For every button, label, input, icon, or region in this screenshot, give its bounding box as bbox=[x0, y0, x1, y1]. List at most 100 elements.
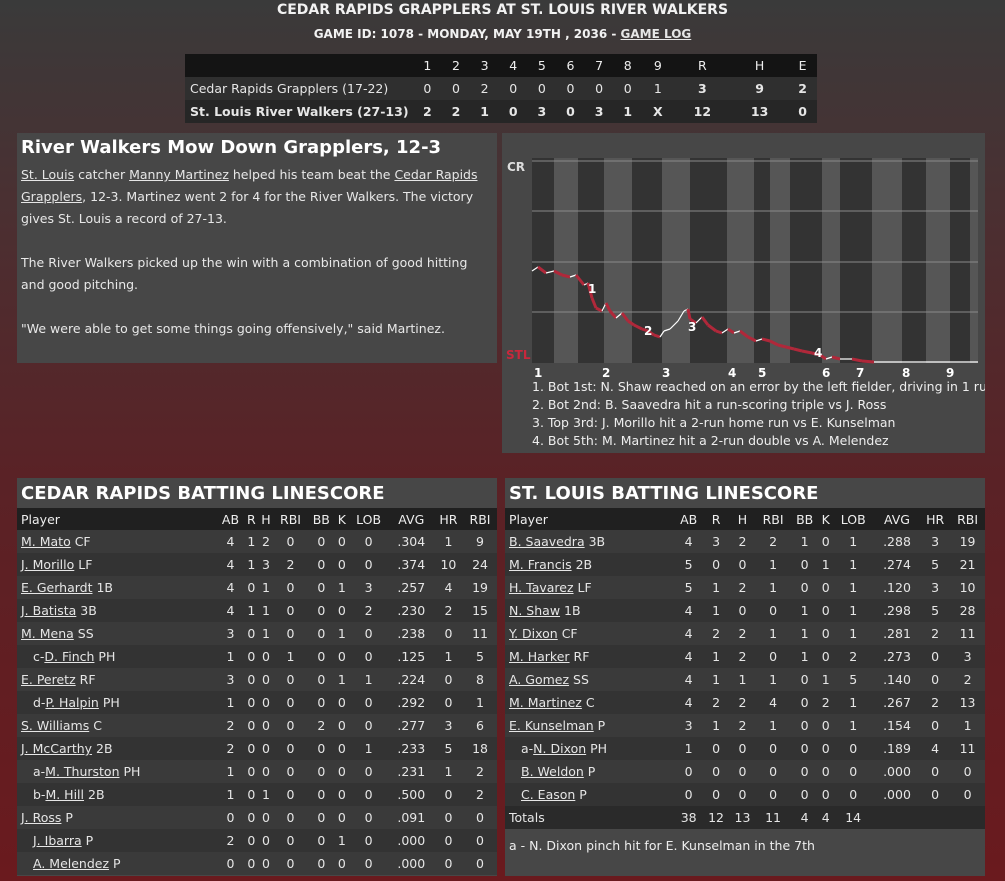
batting-col-player: Player bbox=[505, 508, 675, 530]
player-position: PH bbox=[98, 695, 120, 710]
win-prob-segment bbox=[531, 266, 539, 272]
chart-note: 1. Bot 1st: N. Shaw reached on an error … bbox=[532, 379, 985, 394]
table-row: H. Tavarez LF 5 1 2 1 0 0 1.120 3 10 bbox=[505, 576, 985, 599]
table-row: a-M. Thurston PH 1 0 0 0 0 0 0.231 1 2 bbox=[17, 760, 497, 783]
player-link[interactable]: M. Thurston bbox=[45, 764, 120, 779]
stat-cell: 1 bbox=[790, 645, 819, 668]
player-link[interactable]: P. Halpin bbox=[45, 695, 99, 710]
player-link[interactable]: J. Batista bbox=[21, 603, 77, 618]
stat-cell: 0 bbox=[258, 668, 274, 691]
player-link[interactable]: N. Shaw bbox=[509, 603, 561, 618]
player-link[interactable]: J. McCarthy bbox=[21, 741, 93, 756]
player-link[interactable]: E. Kunselman bbox=[509, 718, 594, 733]
stat-cell: 2 bbox=[818, 691, 833, 714]
player-link[interactable]: M. Harker bbox=[509, 649, 570, 664]
stat-cell: 4 bbox=[674, 691, 703, 714]
half-inning-band bbox=[950, 158, 970, 363]
chart-note: 3. Top 3rd: J. Morillo hit a 2-run home … bbox=[532, 415, 896, 430]
player-link[interactable]: C. Eason bbox=[521, 787, 576, 802]
player-link[interactable]: Y. Dixon bbox=[509, 626, 558, 641]
totals-label: Totals bbox=[505, 806, 675, 829]
stat-cell: 3 bbox=[433, 714, 464, 737]
player-link[interactable]: J. Ross bbox=[21, 810, 62, 825]
stat-cell: 0 bbox=[920, 645, 951, 668]
player-link[interactable]: M. Mato bbox=[21, 534, 71, 549]
win-prob-segment bbox=[569, 274, 577, 278]
stat-cell: 0 bbox=[433, 691, 464, 714]
cedar-rapids-batting-table: Player AB R H RBI BB K LOB AVG HR RBI M. Mato CF 4 1… bbox=[17, 508, 497, 875]
player-link[interactable]: D. Finch bbox=[44, 649, 95, 664]
stat-cell: 1 bbox=[258, 599, 274, 622]
win-prob-segment bbox=[686, 308, 692, 320]
player-position: 1B bbox=[92, 580, 113, 595]
player-link[interactable]: A. Melendez bbox=[33, 856, 110, 871]
team-link-st-louis[interactable]: St. Louis bbox=[21, 167, 75, 182]
batting-col-rbi: RBI bbox=[273, 508, 308, 530]
stat-cell: 2 bbox=[216, 829, 245, 852]
table-row: Y. Dixon CF 4 2 2 1 1 0 1.281 2 11 bbox=[505, 622, 985, 645]
stat-cell: 1 bbox=[244, 530, 259, 553]
win-prob-segment bbox=[715, 329, 723, 335]
stat-cell: 0 bbox=[216, 852, 245, 875]
player-link[interactable]: J. Ibarra bbox=[33, 833, 82, 848]
win-prob-segment bbox=[561, 273, 571, 279]
stat-cell: 2 bbox=[729, 714, 756, 737]
half-inning-band bbox=[690, 158, 727, 363]
stat-cell: .292 bbox=[388, 691, 434, 714]
stat-cell: 1 bbox=[832, 691, 874, 714]
stat-cell: 1 bbox=[335, 829, 349, 852]
win-prob-segment bbox=[861, 359, 875, 364]
player-link[interactable]: B. Weldon bbox=[521, 764, 584, 779]
player-link[interactable]: B. Saavedra bbox=[509, 534, 585, 549]
stat-cell: 5 bbox=[463, 645, 497, 668]
stat-cell: 6 bbox=[463, 714, 497, 737]
stat-cell: 0 bbox=[433, 852, 464, 875]
stat-cell: 1 bbox=[832, 622, 874, 645]
player-link[interactable]: M. Francis bbox=[509, 557, 572, 572]
chart-note: 4. Bot 5th: M. Martinez hit a 2-run doub… bbox=[532, 433, 889, 448]
stat-cell: 0 bbox=[348, 783, 389, 806]
player-link[interactable]: A. Gomez bbox=[509, 672, 570, 687]
player-link[interactable]: J. Morillo bbox=[21, 557, 75, 572]
batting-col-hr: HR bbox=[920, 508, 951, 530]
stat-cell: .224 bbox=[388, 668, 434, 691]
stat-cell: 0 bbox=[433, 829, 464, 852]
stat-cell: .189 bbox=[873, 737, 921, 760]
player-link[interactable]: M. Hill bbox=[45, 787, 85, 802]
linescore-col-2: 2 bbox=[451, 58, 460, 73]
player-link[interactable]: M. Mena bbox=[21, 626, 74, 641]
player-link-manny-martinez[interactable]: Manny Martinez bbox=[129, 167, 229, 182]
stat-cell: 1 bbox=[755, 622, 791, 645]
stat-cell: 0 bbox=[244, 829, 259, 852]
player-link[interactable]: E. Gerhardt bbox=[21, 580, 93, 595]
player-position: RF bbox=[569, 649, 590, 664]
player-position: CF bbox=[70, 534, 91, 549]
stat-cell: 0 bbox=[335, 806, 349, 829]
stat-cell: 0 bbox=[307, 760, 336, 783]
st-louis-batting-panel: ST. LOUIS BATTING LINESCORE Player AB R H RB… bbox=[505, 478, 985, 876]
stat-cell: 0 bbox=[307, 622, 336, 645]
player-link[interactable]: H. Tavarez bbox=[509, 580, 574, 595]
chart-marker-1: 1 bbox=[588, 282, 596, 296]
player-link[interactable]: E. Peretz bbox=[21, 672, 76, 687]
inning-score: 0 bbox=[537, 81, 546, 96]
player-link[interactable]: S. Williams bbox=[21, 718, 90, 733]
stat-cell: 0 bbox=[335, 714, 349, 737]
game-log-link[interactable]: GAME LOG bbox=[620, 27, 692, 41]
player-position: 2B bbox=[571, 557, 593, 572]
stat-cell: 0 bbox=[335, 737, 349, 760]
inning-score: 1 bbox=[623, 104, 633, 119]
story-text: catcher bbox=[74, 167, 130, 182]
stat-cell: 1 bbox=[216, 783, 245, 806]
player-link[interactable]: M. Martinez bbox=[509, 695, 582, 710]
stat-cell: .233 bbox=[388, 737, 434, 760]
stat-cell: 0 bbox=[755, 737, 791, 760]
stat-cell: 0 bbox=[702, 553, 730, 576]
player-link[interactable]: N. Dixon bbox=[533, 741, 587, 756]
stat-cell: 4 bbox=[216, 599, 245, 622]
stat-cell: .125 bbox=[388, 645, 434, 668]
win-prob-segment bbox=[761, 337, 771, 343]
team-link-cedar-rapids[interactable]: Cedar Rapids Grapplers bbox=[21, 167, 478, 204]
stat-cell: 1 bbox=[702, 645, 730, 668]
